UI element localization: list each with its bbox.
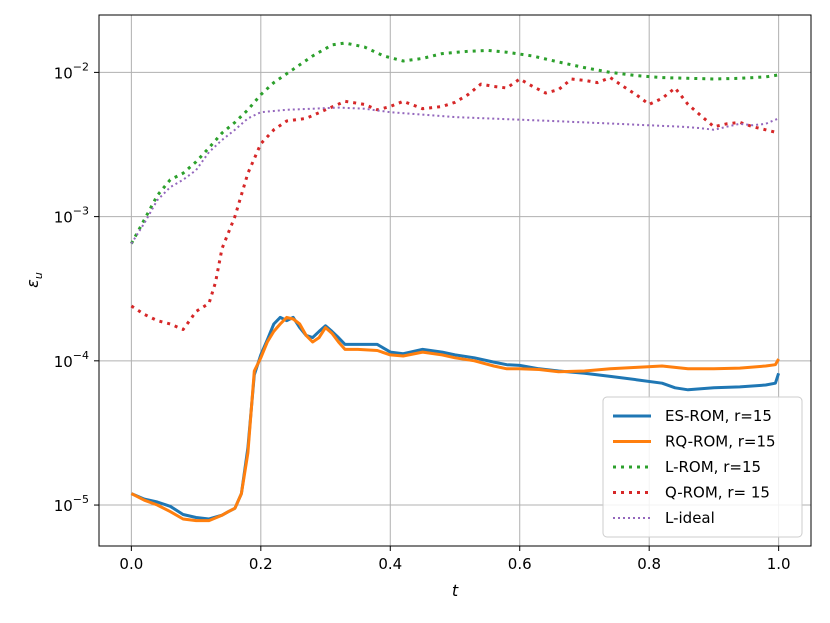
legend-label-3: Q-ROM, r= 15 — [665, 484, 770, 502]
plot-frame — [98, 14, 812, 547]
legend-label-1: RQ-ROM, r=15 — [665, 433, 776, 451]
y-tick-exponent: −5 — [73, 493, 89, 506]
y-tick-base: 10 — [54, 209, 73, 227]
series-line-3 — [130, 76, 779, 331]
y-tick-label: 10−5 — [54, 493, 89, 515]
series-line-1 — [130, 315, 780, 523]
y-axis-label-group: εu — [23, 272, 45, 288]
axis-ticks: 0.0 0.2 0.4 0.6 0.8 1.010−510−410−310−2 — [54, 60, 791, 573]
legend-label-0: ES-ROM, r=15 — [665, 407, 772, 425]
x-tick-label: 0.2 — [249, 555, 273, 573]
x-axis-label: t — [452, 581, 459, 600]
legend-box — [602, 396, 803, 538]
y-tick-base: 10 — [54, 64, 73, 82]
x-tick-label: 0.6 — [508, 555, 532, 573]
y-axis-label-subscript: u — [32, 272, 45, 279]
y-tick-label: 10−4 — [54, 349, 89, 371]
legend-label-4: L-ideal — [665, 509, 715, 527]
y-axis-label-symbol: ε — [23, 279, 42, 288]
x-tick-label: 0.8 — [637, 555, 661, 573]
series-layer — [130, 41, 781, 523]
y-tick-base: 10 — [54, 497, 73, 515]
x-tick-label: 1.0 — [767, 555, 791, 573]
y-tick-label: 10−2 — [54, 60, 89, 82]
y-tick-label: 10−3 — [54, 205, 89, 227]
y-tick-base: 10 — [54, 353, 73, 371]
y-tick-exponent: −3 — [73, 205, 89, 218]
y-tick-exponent: −2 — [73, 60, 89, 73]
y-tick-exponent: −4 — [73, 349, 89, 362]
x-tick-label: 0.0 — [119, 555, 143, 573]
legend: ES-ROM, r=15 RQ-ROM, r=15 L-ROM, r=15 Q-ROM… — [602, 396, 803, 538]
x-tick-label: 0.4 — [378, 555, 402, 573]
y-axis-label: εu — [23, 272, 45, 288]
legend-label-2: L-ROM, r=15 — [665, 458, 761, 476]
